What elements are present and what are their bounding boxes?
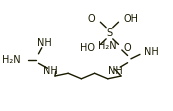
Text: NH: NH — [37, 38, 52, 48]
Text: H₂N: H₂N — [2, 55, 21, 65]
Text: S: S — [106, 28, 112, 38]
Text: O: O — [88, 14, 95, 24]
Text: NH: NH — [144, 47, 159, 57]
Text: H₂N: H₂N — [98, 41, 117, 51]
Text: NH: NH — [43, 66, 58, 76]
Text: NH: NH — [108, 66, 123, 76]
Text: OH: OH — [124, 14, 138, 24]
Text: HO: HO — [80, 43, 95, 53]
Text: O: O — [124, 43, 131, 53]
